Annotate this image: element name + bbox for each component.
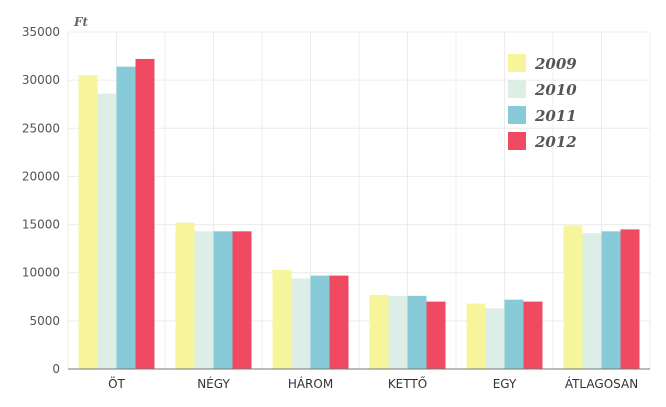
legend-label: 2012 — [534, 133, 577, 151]
bar — [116, 66, 136, 370]
bar — [291, 278, 311, 369]
bar — [310, 275, 330, 369]
bar — [523, 301, 543, 369]
legend-label: 2009 — [534, 55, 577, 73]
legend-label: 2010 — [534, 81, 577, 99]
y-axis-ticks: 0 5000 10000 15000 20000 25000 30000 35000 — [22, 25, 60, 376]
bar — [563, 225, 583, 369]
y-tick-label: 0 — [52, 362, 60, 376]
y-tick-label: 30000 — [22, 73, 60, 87]
bar — [213, 231, 233, 369]
bar — [582, 233, 602, 369]
legend-swatch — [508, 54, 526, 72]
bar — [175, 222, 195, 369]
bar — [601, 231, 621, 369]
x-tick-label: ÁTLAGOSAN — [565, 376, 638, 391]
bars — [78, 58, 640, 370]
y-tick-label: 35000 — [22, 25, 60, 39]
bar — [135, 58, 155, 370]
x-tick-label: HÁROM — [288, 376, 333, 391]
bar — [388, 295, 408, 369]
bar — [504, 299, 524, 369]
y-tick-label: 5000 — [29, 314, 60, 328]
legend: 2009 2010 2011 2012 — [508, 54, 577, 151]
bar — [97, 93, 117, 369]
bar — [485, 308, 505, 369]
y-tick-label: 20000 — [22, 169, 60, 183]
bar — [369, 294, 389, 369]
bar — [426, 301, 446, 369]
bar — [620, 229, 640, 369]
x-axis-labels: ÖT NÉGY HÁROM KETTŐ EGY ÁTLAGOSAN — [108, 375, 638, 391]
bar — [407, 295, 427, 369]
x-tick-label: KETTŐ — [388, 376, 427, 391]
legend-swatch — [508, 106, 526, 124]
legend-swatch — [508, 132, 526, 150]
bar — [232, 231, 252, 369]
bar — [78, 75, 98, 369]
y-tick-label: 10000 — [22, 266, 60, 280]
y-unit-label: Ft — [73, 15, 89, 29]
bar — [272, 269, 292, 369]
legend-swatch — [508, 80, 526, 98]
legend-label: 2011 — [534, 107, 577, 125]
y-tick-label: 15000 — [22, 218, 60, 232]
bar — [194, 231, 214, 369]
y-tick-label: 25000 — [22, 121, 60, 135]
x-tick-label: EGY — [493, 377, 517, 391]
bar — [466, 303, 486, 369]
x-tick-label: NÉGY — [197, 376, 230, 391]
x-tick-label: ÖT — [108, 375, 125, 391]
bar — [329, 275, 349, 369]
